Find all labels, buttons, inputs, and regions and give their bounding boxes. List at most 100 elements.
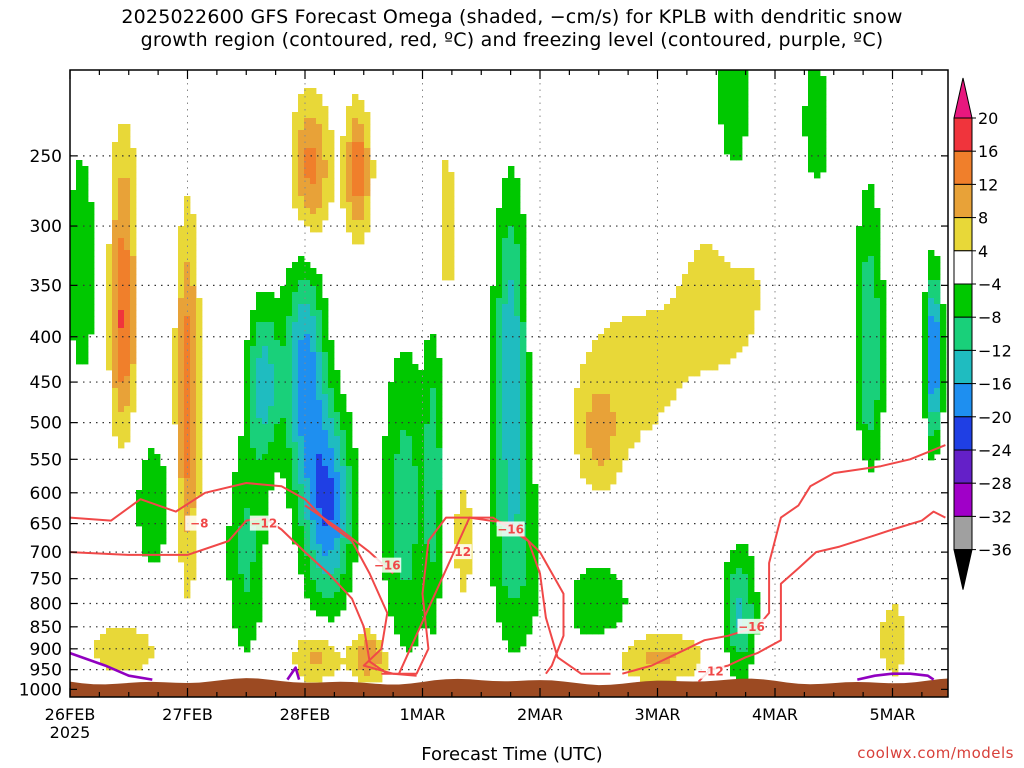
omega-cell xyxy=(526,610,533,617)
omega-cell xyxy=(922,352,929,359)
omega-cell xyxy=(622,442,629,449)
omega-cell xyxy=(676,298,683,305)
omega-cell xyxy=(862,400,869,407)
omega-cell xyxy=(304,490,311,497)
omega-cell xyxy=(274,352,281,359)
omega-cell xyxy=(514,436,521,443)
omega-cell xyxy=(688,274,695,281)
omega-cell xyxy=(244,646,251,653)
omega-cell xyxy=(316,136,323,143)
x-tick-label: 28FEB xyxy=(280,705,331,724)
omega-cell xyxy=(70,262,77,269)
omega-cell xyxy=(508,310,515,317)
omega-cell xyxy=(934,274,941,281)
omega-cell xyxy=(328,430,335,437)
omega-cell xyxy=(586,412,593,419)
omega-cell xyxy=(292,142,299,149)
omega-cell xyxy=(508,262,515,269)
omega-cell xyxy=(742,124,749,131)
omega-cell xyxy=(328,130,335,137)
omega-cell xyxy=(862,454,869,461)
omega-cell xyxy=(352,118,359,125)
omega-cell xyxy=(928,292,935,299)
omega-cell xyxy=(322,538,329,545)
omega-cell xyxy=(130,226,137,233)
omega-cell xyxy=(310,388,317,395)
omega-cell xyxy=(178,394,185,401)
omega-cell xyxy=(394,538,401,545)
omega-cell xyxy=(310,478,317,485)
omega-cell xyxy=(616,406,623,413)
omega-cell xyxy=(250,442,257,449)
omega-cell xyxy=(298,400,305,407)
omega-cell xyxy=(328,466,335,473)
omega-cell xyxy=(514,454,521,461)
omega-cell xyxy=(592,448,599,455)
omega-cell xyxy=(406,622,413,629)
omega-cell xyxy=(658,316,665,323)
omega-cell xyxy=(718,280,725,287)
omega-cell xyxy=(286,490,293,497)
omega-cell xyxy=(934,352,941,359)
omega-cell xyxy=(412,604,419,611)
omega-cell xyxy=(160,514,167,521)
omega-cell xyxy=(748,280,755,287)
omega-cell xyxy=(490,508,497,515)
omega-cell xyxy=(598,568,605,575)
omega-cell xyxy=(256,388,263,395)
omega-cell xyxy=(646,424,653,431)
omega-cell xyxy=(388,550,395,557)
omega-cell xyxy=(424,484,431,491)
omega-cell xyxy=(310,436,317,443)
omega-cell xyxy=(130,658,137,665)
omega-cell xyxy=(514,280,521,287)
omega-cell xyxy=(700,340,707,347)
omega-cell xyxy=(358,634,365,641)
omega-cell xyxy=(418,412,425,419)
omega-cell xyxy=(328,136,335,143)
omega-cell xyxy=(502,598,509,605)
omega-cell xyxy=(880,328,887,335)
omega-cell xyxy=(304,178,311,185)
omega-cell xyxy=(250,364,257,371)
omega-cell xyxy=(514,406,521,413)
omega-cell xyxy=(316,490,323,497)
omega-cell xyxy=(652,652,659,659)
omega-cell xyxy=(244,502,251,509)
omega-cell xyxy=(358,658,365,665)
omega-cell xyxy=(508,442,515,449)
omega-cell xyxy=(196,376,203,383)
omega-cell xyxy=(184,436,191,443)
omega-cell xyxy=(382,658,389,665)
omega-cell xyxy=(106,304,113,311)
omega-cell xyxy=(736,94,743,101)
omega-cell xyxy=(922,358,929,365)
omega-cell xyxy=(712,310,719,317)
omega-cell xyxy=(328,178,335,185)
omega-cell xyxy=(520,364,527,371)
omega-cell xyxy=(304,454,311,461)
omega-cell xyxy=(586,460,593,467)
omega-cell xyxy=(520,304,527,311)
omega-cell xyxy=(532,598,539,605)
omega-cell xyxy=(748,640,755,647)
omega-cell xyxy=(742,592,749,599)
omega-cell xyxy=(862,244,869,251)
omega-cell xyxy=(118,352,125,359)
omega-cell xyxy=(76,238,83,245)
omega-cell xyxy=(730,82,737,89)
omega-cell xyxy=(118,244,125,251)
omega-cell xyxy=(856,262,863,269)
omega-cell xyxy=(370,634,377,641)
omega-cell xyxy=(880,640,887,647)
omega-cell xyxy=(730,94,737,101)
omega-cell xyxy=(190,214,197,221)
omega-cell xyxy=(862,322,869,329)
omega-cell xyxy=(814,118,821,125)
dgz-contour xyxy=(622,444,946,675)
omega-cell xyxy=(286,346,293,353)
omega-cell xyxy=(928,346,935,353)
omega-cell xyxy=(622,316,629,323)
omega-cell xyxy=(664,376,671,383)
omega-cell xyxy=(298,340,305,347)
